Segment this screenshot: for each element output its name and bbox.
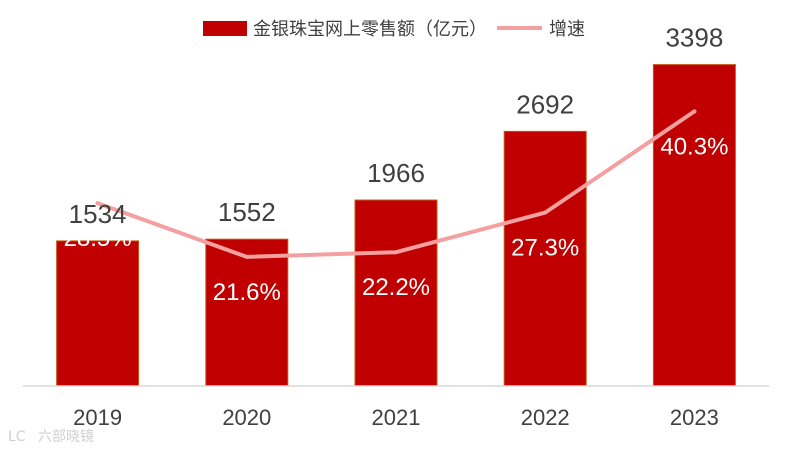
legend: 金银珠宝网上零售额（亿元） 增速 bbox=[203, 19, 585, 40]
growth-label-2021: 22.2% bbox=[362, 274, 430, 301]
growth-point-2023 bbox=[692, 109, 697, 114]
growth-label-2019: 28.5% bbox=[64, 225, 132, 252]
bar-value-label-2019: 1534 bbox=[69, 199, 127, 229]
x-tick-label-2019: 2019 bbox=[73, 405, 122, 430]
bar-2023 bbox=[652, 64, 736, 387]
bars bbox=[56, 64, 736, 387]
bar-2020 bbox=[205, 238, 289, 387]
watermark-text: 六部晓镜 bbox=[38, 429, 94, 445]
growth-label-2022: 27.3% bbox=[511, 235, 579, 262]
growth-label-2020: 21.6% bbox=[213, 279, 281, 306]
x-tick-label-2023: 2023 bbox=[670, 405, 719, 430]
bar-value-label-2020: 1552 bbox=[218, 197, 276, 227]
growth-point-2020 bbox=[244, 254, 249, 259]
growth-point-2021 bbox=[394, 250, 398, 255]
x-tick-label-2022: 2022 bbox=[521, 405, 570, 430]
bar-2022 bbox=[503, 130, 587, 387]
x-tick-label-2020: 2020 bbox=[222, 405, 271, 430]
growth-point-2019 bbox=[95, 201, 100, 206]
watermark-logo-icon: LC bbox=[8, 429, 26, 445]
labels: 1534 2019 1552 2020 1966 2021 2692 2022 3398 2023… bbox=[64, 23, 729, 430]
growth-label-2023: 40.3% bbox=[660, 133, 728, 160]
bar-value-label-2021: 1966 bbox=[367, 158, 425, 188]
legend-bar-label: 金银珠宝网上零售额（亿元） bbox=[253, 19, 487, 40]
legend-bar-swatch bbox=[203, 21, 247, 36]
bar-2019 bbox=[56, 240, 140, 387]
growth-line-layer bbox=[95, 109, 697, 259]
x-tick-label-2021: 2021 bbox=[372, 405, 421, 430]
legend-line-label: 增速 bbox=[549, 19, 585, 40]
bar-value-label-2022: 2692 bbox=[516, 89, 574, 119]
growth-point-2022 bbox=[543, 210, 548, 215]
bar-value-label-2023: 3398 bbox=[665, 23, 723, 53]
watermark: LC 六部晓镜 bbox=[8, 429, 94, 445]
